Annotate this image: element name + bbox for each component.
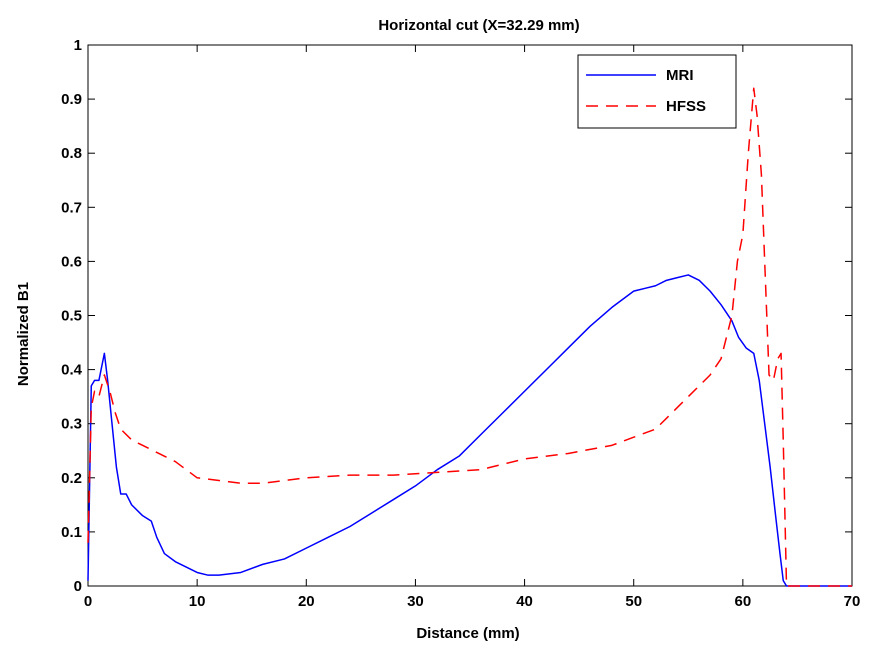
y-tick-label: 0.6 bbox=[61, 253, 82, 270]
y-tick-label: 0.2 bbox=[61, 470, 82, 487]
x-tick-label: 0 bbox=[84, 593, 92, 610]
series-line-mri bbox=[87, 274, 852, 587]
x-axis-label: Distance (mm) bbox=[416, 625, 519, 642]
y-tick-label: 0.3 bbox=[61, 416, 82, 433]
legend-label-mri: MRI bbox=[666, 67, 694, 84]
x-tick-label: 40 bbox=[516, 593, 533, 610]
legend-box bbox=[577, 54, 737, 129]
legend-label-hfss: HFSS bbox=[666, 98, 706, 115]
x-tick-label: 60 bbox=[735, 593, 752, 610]
x-tick-label: 30 bbox=[407, 593, 424, 610]
y-axis: 0 0.1 0.2 0.3 0.4 0.5 0.6 0.7 0.8 0.9 1 bbox=[61, 37, 852, 595]
y-tick-label: 0.4 bbox=[61, 362, 83, 379]
plot-area bbox=[87, 44, 853, 587]
y-tick-label: 0.5 bbox=[61, 308, 82, 325]
y-tick-label: 0.9 bbox=[61, 91, 82, 108]
y-tick-label: 0.1 bbox=[61, 524, 82, 541]
x-tick-label: 50 bbox=[625, 593, 642, 610]
series-layer bbox=[87, 87, 852, 587]
y-tick-label: 0 bbox=[74, 578, 82, 595]
y-tick-label: 0.7 bbox=[61, 199, 82, 216]
x-tick-label: 20 bbox=[298, 593, 315, 610]
y-axis-label: Normalized B1 bbox=[15, 282, 32, 386]
x-axis: 0 10 20 30 40 50 60 70 bbox=[84, 45, 861, 610]
y-tick-label: 1 bbox=[74, 37, 82, 54]
x-tick-label: 70 bbox=[844, 593, 861, 610]
x-tick-label: 10 bbox=[189, 593, 206, 610]
y-tick-label: 0.8 bbox=[61, 145, 82, 162]
legend: MRI HFSS bbox=[577, 54, 737, 129]
series-line-hfss bbox=[87, 87, 852, 587]
chart-title: Horizontal cut (X=32.29 mm) bbox=[378, 17, 579, 34]
